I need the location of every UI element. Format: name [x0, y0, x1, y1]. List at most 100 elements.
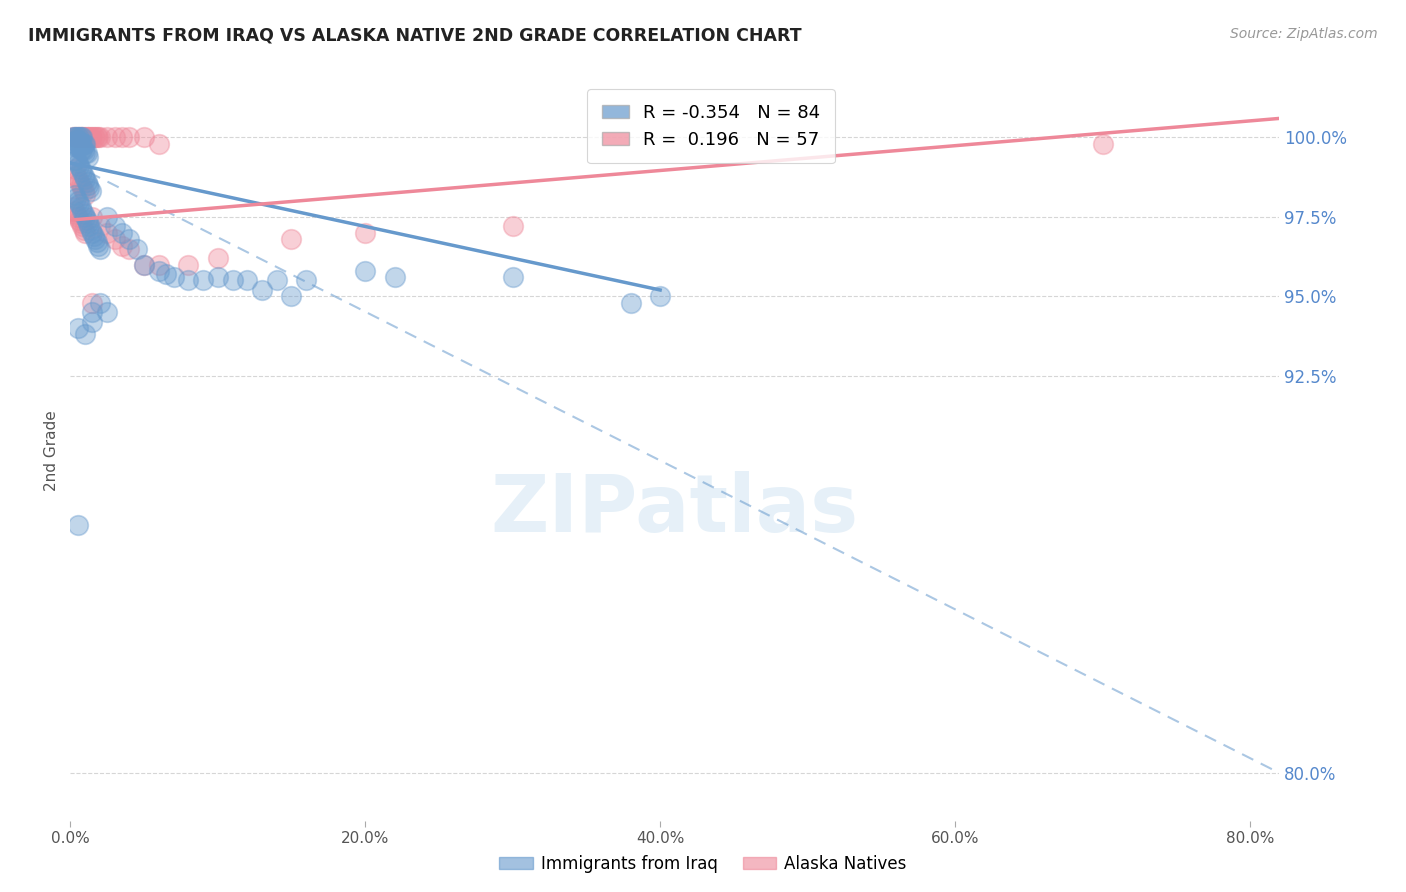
- Point: [177, 258, 200, 272]
- Point: [72, 185, 94, 199]
- Point: [83, 229, 105, 244]
- Point: [354, 264, 377, 278]
- Point: [70, 136, 93, 151]
- Point: [79, 219, 101, 234]
- Point: [82, 226, 104, 240]
- Point: [77, 149, 100, 163]
- Point: [111, 238, 134, 252]
- Legend: Immigrants from Iraq, Alaska Natives: Immigrants from Iraq, Alaska Natives: [492, 848, 914, 880]
- Point: [162, 270, 184, 285]
- Point: [89, 242, 111, 256]
- Point: [67, 130, 90, 145]
- Point: [62, 130, 84, 145]
- Point: [96, 130, 118, 145]
- Point: [118, 242, 141, 256]
- Point: [82, 305, 104, 319]
- Point: [70, 181, 93, 195]
- Point: [66, 130, 89, 145]
- Point: [73, 146, 96, 161]
- Point: [69, 136, 91, 151]
- Point: [82, 130, 104, 145]
- Point: [89, 130, 111, 145]
- Text: ZIPatlas: ZIPatlas: [491, 471, 859, 549]
- Point: [502, 219, 524, 234]
- Point: [221, 273, 243, 287]
- Point: [502, 270, 524, 285]
- Point: [177, 273, 200, 287]
- Point: [77, 130, 100, 145]
- Point: [69, 130, 91, 145]
- Point: [148, 264, 170, 278]
- Point: [67, 213, 90, 227]
- Point: [89, 295, 111, 310]
- Point: [132, 258, 155, 272]
- Point: [70, 143, 93, 157]
- Point: [65, 130, 87, 145]
- Point: [73, 187, 96, 202]
- Point: [80, 185, 103, 199]
- Point: [118, 232, 141, 246]
- Point: [96, 226, 118, 240]
- Point: [70, 203, 93, 218]
- Point: [67, 130, 90, 145]
- Point: [76, 146, 98, 161]
- Point: [295, 273, 318, 287]
- Point: [76, 213, 98, 227]
- Point: [66, 140, 89, 154]
- Point: [111, 226, 134, 240]
- Point: [69, 130, 91, 145]
- Point: [73, 327, 96, 342]
- Point: [86, 130, 108, 145]
- Point: [354, 226, 377, 240]
- Point: [62, 200, 84, 214]
- Point: [72, 222, 94, 236]
- Point: [1091, 136, 1114, 151]
- Point: [63, 187, 86, 202]
- Point: [280, 232, 302, 246]
- Point: [66, 194, 89, 208]
- Point: [84, 130, 107, 145]
- Point: [82, 210, 104, 224]
- Point: [84, 232, 107, 246]
- Point: [79, 130, 101, 145]
- Point: [63, 203, 86, 218]
- Point: [266, 273, 288, 287]
- Point: [384, 270, 406, 285]
- Point: [207, 251, 229, 265]
- Point: [65, 134, 87, 148]
- Point: [69, 200, 91, 214]
- Point: [620, 295, 643, 310]
- Point: [65, 191, 87, 205]
- Point: [63, 134, 86, 148]
- Point: [103, 232, 125, 246]
- Point: [86, 235, 108, 250]
- Point: [66, 134, 89, 148]
- Point: [67, 140, 90, 154]
- Point: [65, 130, 87, 145]
- Point: [70, 219, 93, 234]
- Point: [63, 162, 86, 177]
- Point: [72, 143, 94, 157]
- Point: [73, 136, 96, 151]
- Point: [96, 210, 118, 224]
- Point: [103, 219, 125, 234]
- Point: [65, 153, 87, 167]
- Point: [73, 210, 96, 224]
- Point: [66, 130, 89, 145]
- Point: [132, 130, 155, 145]
- Point: [80, 222, 103, 236]
- Point: [65, 207, 87, 221]
- Point: [69, 143, 91, 157]
- Point: [132, 258, 155, 272]
- Point: [67, 175, 90, 189]
- Point: [82, 295, 104, 310]
- Point: [69, 216, 91, 230]
- Point: [67, 159, 90, 173]
- Point: [77, 216, 100, 230]
- Point: [125, 242, 148, 256]
- Point: [87, 238, 110, 252]
- Point: [89, 219, 111, 234]
- Point: [67, 197, 90, 211]
- Point: [76, 130, 98, 145]
- Point: [79, 181, 101, 195]
